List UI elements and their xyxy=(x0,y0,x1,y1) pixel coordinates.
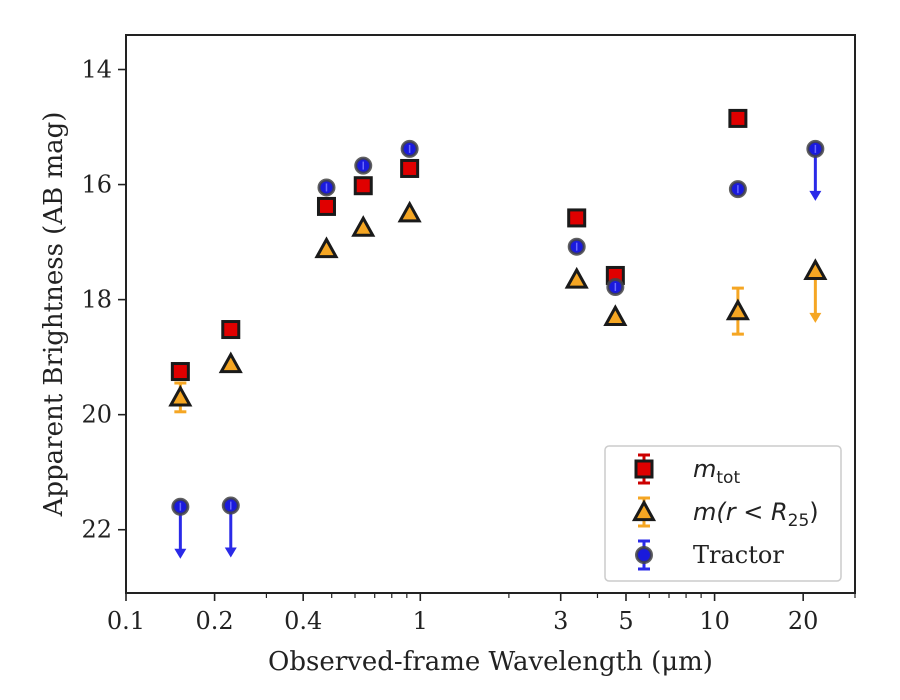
series-circle xyxy=(171,139,825,559)
data-point-triangle xyxy=(803,258,828,280)
x-axis: 0.1 0.2 0.4 1 3 5 10 20 xyxy=(107,593,856,635)
upper-limit-arrowhead xyxy=(174,548,187,559)
y-tick-label: 16 xyxy=(81,171,112,199)
data-point-square xyxy=(221,320,241,340)
x-tick-label: 5 xyxy=(618,607,633,635)
data-point-triangle xyxy=(397,200,422,223)
upper-limit-arrowhead xyxy=(809,312,822,323)
legend-label: Tractor xyxy=(693,541,784,569)
plot-frame xyxy=(125,34,856,594)
upper-limit-arrowhead xyxy=(809,190,822,201)
y-axis: 14 16 18 20 22 xyxy=(81,56,126,544)
x-tick-label: 10 xyxy=(699,607,730,635)
data-point-triangle xyxy=(603,304,628,326)
legend: mtot m(r < R25) Tractor xyxy=(604,445,842,582)
legend-label: m(r < R25) xyxy=(693,498,819,531)
legend-label: mtot xyxy=(693,455,740,488)
y-tick-label: 22 xyxy=(81,516,112,544)
data-point-triangle xyxy=(564,266,589,289)
y-tick-label: 18 xyxy=(81,286,112,314)
legend-marker-triangle xyxy=(631,499,657,522)
legend-marker-square xyxy=(634,459,654,479)
data-point-square xyxy=(353,176,373,196)
series-square xyxy=(170,108,748,382)
y-axis-label: Apparent Brightness (AB mag) xyxy=(39,112,69,518)
data-marks xyxy=(168,108,828,559)
data-point-triangle xyxy=(314,236,339,259)
x-tick-label: 0.1 xyxy=(107,607,145,635)
data-point-square xyxy=(567,208,587,228)
data-point-triangle xyxy=(351,215,376,237)
x-tick-label: 0.4 xyxy=(284,607,322,635)
x-axis-label: Observed-frame Wavelength (μm) xyxy=(268,647,713,677)
x-tick-label: 0.2 xyxy=(196,607,234,635)
y-tick-label: 20 xyxy=(81,401,112,429)
data-point-triangle xyxy=(168,384,193,407)
x-tick-label: 20 xyxy=(788,607,819,635)
legend-box xyxy=(604,445,842,582)
legend-marker-circle xyxy=(635,546,653,564)
data-point-square xyxy=(728,108,748,128)
data-point-square xyxy=(170,362,190,382)
series-triangle xyxy=(168,200,828,414)
data-point-triangle xyxy=(218,351,243,374)
plot-border xyxy=(125,34,856,594)
data-point-square xyxy=(400,158,420,178)
y-tick-label: 14 xyxy=(81,56,112,84)
upper-limit-arrowhead xyxy=(224,547,237,558)
x-tick-label: 3 xyxy=(553,607,568,635)
data-point-square xyxy=(316,196,336,216)
data-point-triangle xyxy=(725,298,750,321)
x-tick-label: 1 xyxy=(413,607,428,635)
